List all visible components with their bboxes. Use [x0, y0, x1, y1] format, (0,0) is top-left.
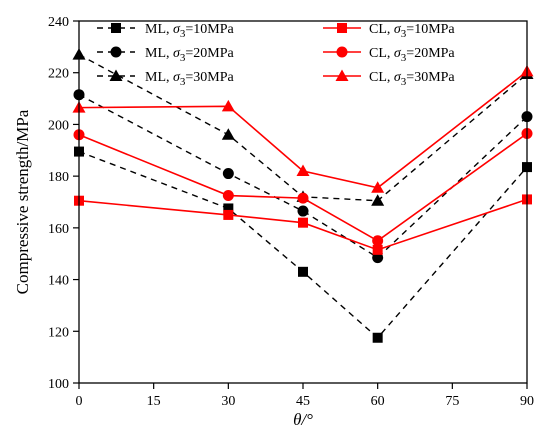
series-6 [72, 64, 534, 193]
y-axis: 100 120 140 160 180 200 220 240 [48, 15, 79, 392]
data-point-circle [222, 168, 234, 180]
series-line [78, 94, 528, 259]
legend-marker-circle [110, 46, 122, 58]
data-point-circle [297, 205, 309, 217]
data-point-circle [372, 235, 384, 247]
y-tick-label: 180 [48, 170, 69, 185]
legend-marker-triangle [109, 69, 123, 81]
legend-marker-square [337, 23, 347, 33]
data-point-square [298, 217, 308, 228]
series-5 [73, 127, 533, 247]
x-tick-label: 45 [296, 394, 310, 409]
legend-label: ML, σ3=30MPa [145, 70, 235, 88]
series-layer [72, 48, 534, 343]
data-point-triangle [221, 128, 235, 140]
data-point-triangle [296, 164, 310, 176]
legend-label: CL, σ3=30MPa [369, 70, 455, 88]
legend-entry: ML, σ3=30MPa [97, 69, 235, 88]
data-point-triangle [371, 194, 385, 206]
data-point-square [372, 332, 383, 343]
x-tick-label: 90 [520, 394, 534, 409]
data-point-square [372, 244, 383, 255]
legend: ML, σ3=10MPa ML, σ3=20MPa ML, σ3=30MPa CL, … [97, 22, 455, 88]
legend-label: ML, σ3=20MPa [145, 46, 235, 64]
legend-label: ML, σ3=10MPa [145, 22, 235, 40]
x-axis-title: θ/° [293, 410, 313, 429]
data-point-circle [297, 192, 309, 204]
legend-entry: CL, σ3=10MPa [323, 22, 455, 40]
x-tick-label: 15 [147, 394, 161, 409]
y-tick-label: 140 [48, 274, 69, 289]
data-point-square [223, 203, 234, 214]
y-tick-label: 100 [48, 377, 69, 392]
y-tick-label: 120 [48, 325, 69, 340]
y-tick-label: 220 [48, 67, 69, 82]
y-tick-label: 240 [48, 15, 69, 30]
x-tick-label: 0 [76, 394, 83, 409]
legend-entry: ML, σ3=10MPa [97, 22, 235, 40]
y-axis-title: Compressive strength/MPa [13, 109, 32, 294]
x-tick-label: 60 [371, 394, 385, 409]
data-point-triangle [371, 181, 385, 193]
legend-label: CL, σ3=20MPa [369, 46, 455, 64]
legend-marker-circle [336, 46, 348, 58]
x-axis: 0 15 30 45 60 75 90 [76, 383, 534, 409]
series-3 [72, 48, 534, 206]
data-point-square [298, 266, 308, 277]
legend-entry: ML, σ3=20MPa [97, 46, 235, 64]
legend-entry: CL, σ3=20MPa [323, 46, 455, 64]
y-tick-label: 160 [48, 222, 69, 237]
legend-label: CL, σ3=10MPa [369, 22, 455, 40]
x-tick-label: 30 [221, 394, 235, 409]
series-2 [73, 89, 533, 264]
legend-entry: CL, σ3=30MPa [323, 69, 455, 88]
y-tick-label: 200 [48, 118, 69, 133]
data-point-square [223, 209, 234, 220]
data-point-circle [372, 252, 384, 264]
legend-marker-triangle [335, 69, 349, 81]
x-tick-label: 75 [445, 394, 459, 409]
data-point-circle [222, 190, 234, 202]
data-point-triangle [221, 99, 235, 112]
series-1 [74, 146, 532, 343]
legend-marker-square [111, 23, 121, 33]
